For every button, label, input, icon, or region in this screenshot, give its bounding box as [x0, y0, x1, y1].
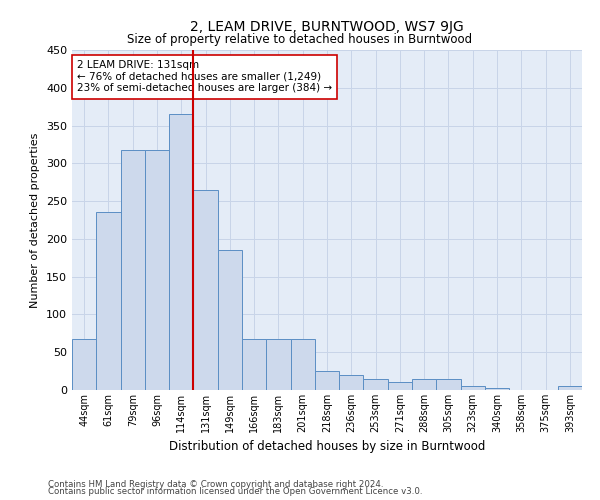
- Text: Size of property relative to detached houses in Burntwood: Size of property relative to detached ho…: [127, 32, 473, 46]
- Bar: [436, 378, 461, 390]
- Bar: [169, 114, 193, 390]
- Bar: [218, 250, 242, 390]
- Bar: [558, 386, 582, 390]
- Bar: [461, 386, 485, 390]
- Bar: [242, 338, 266, 390]
- Bar: [315, 371, 339, 390]
- Bar: [145, 150, 169, 390]
- Bar: [193, 190, 218, 390]
- Bar: [485, 388, 509, 390]
- Text: Contains public sector information licensed under the Open Government Licence v3: Contains public sector information licen…: [48, 487, 422, 496]
- Bar: [339, 375, 364, 390]
- Bar: [266, 338, 290, 390]
- Y-axis label: Number of detached properties: Number of detached properties: [31, 132, 40, 308]
- Bar: [72, 340, 96, 390]
- Bar: [412, 378, 436, 390]
- Text: Contains HM Land Registry data © Crown copyright and database right 2024.: Contains HM Land Registry data © Crown c…: [48, 480, 383, 489]
- Text: 2 LEAM DRIVE: 131sqm
← 76% of detached houses are smaller (1,249)
23% of semi-de: 2 LEAM DRIVE: 131sqm ← 76% of detached h…: [77, 60, 332, 94]
- Bar: [364, 378, 388, 390]
- Bar: [121, 150, 145, 390]
- Title: 2, LEAM DRIVE, BURNTWOOD, WS7 9JG: 2, LEAM DRIVE, BURNTWOOD, WS7 9JG: [190, 20, 464, 34]
- Bar: [96, 212, 121, 390]
- X-axis label: Distribution of detached houses by size in Burntwood: Distribution of detached houses by size …: [169, 440, 485, 454]
- Bar: [388, 382, 412, 390]
- Bar: [290, 340, 315, 390]
